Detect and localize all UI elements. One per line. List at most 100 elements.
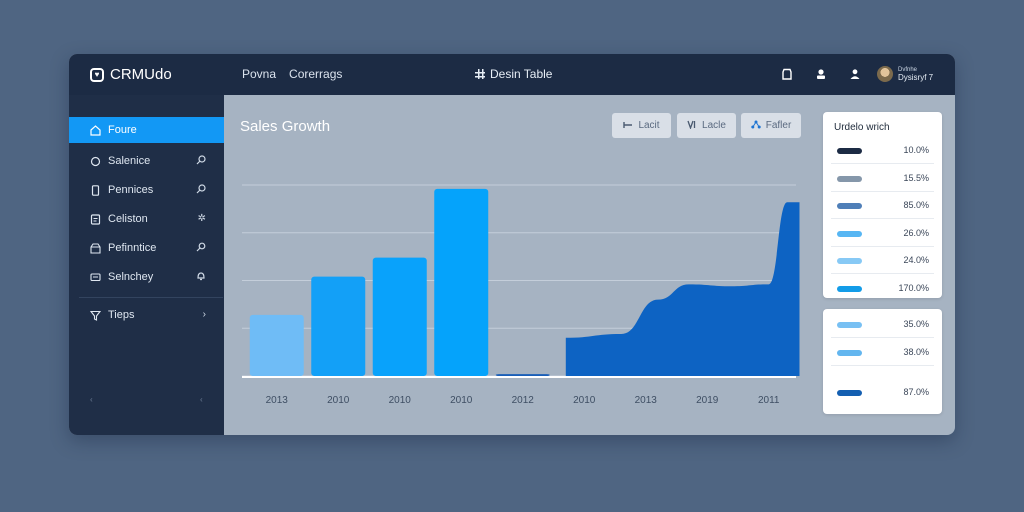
area-series xyxy=(565,202,800,376)
sidebar-item-label: Pefinntice xyxy=(108,242,157,254)
x-tick-label: 2013 xyxy=(635,395,658,406)
legend-value: 170.0% xyxy=(898,282,929,293)
legend-divider xyxy=(831,245,934,247)
legend-divider xyxy=(831,190,934,192)
legend-1-row[interactable]: 24.0% xyxy=(823,247,942,274)
legend-1-row[interactable]: 10.0% xyxy=(823,137,942,164)
legend-swatch xyxy=(837,285,862,292)
legend-value: 35.0% xyxy=(903,319,929,329)
main-content: 2013 2010 2010 2010 2012 2010 2013 2019 2011 Sal… xyxy=(224,95,955,435)
bar xyxy=(249,314,304,376)
phone-icon xyxy=(90,184,101,196)
pin-icon[interactable] xyxy=(196,242,206,255)
x-tick-label: 2010 xyxy=(327,395,350,406)
legend-2-row[interactable]: 38.0% xyxy=(823,339,942,366)
toolbar-button-lacit[interactable]: Lacit xyxy=(612,113,671,138)
sidebar-item-label: Salenice xyxy=(108,155,151,167)
legend-swatch xyxy=(837,148,862,154)
sidebar-item-label: Foure xyxy=(108,124,137,136)
legend-2-row[interactable]: 87.0% xyxy=(823,379,942,406)
sidebar-divider xyxy=(79,297,223,298)
bag-icon[interactable] xyxy=(780,67,794,81)
top-bar: ♥ CRMUdo Povna Corerrags Desin Table D xyxy=(69,54,955,95)
account-icon[interactable] xyxy=(814,67,828,81)
sidebar-item-pefinntice[interactable]: Pefinntice xyxy=(69,235,224,261)
home-icon xyxy=(90,124,101,136)
legend-value: 26.0% xyxy=(903,227,929,238)
legend-1-row[interactable]: 170.0% xyxy=(823,275,942,302)
sidebar-item-label: Selnchey xyxy=(108,271,154,283)
toolbar-button-fafler[interactable]: Fafler xyxy=(741,113,801,138)
grid-icon xyxy=(475,69,485,79)
sidebar: Foure Salenice Pennices Celiston xyxy=(69,95,224,435)
x-tick-label: 2012 xyxy=(512,395,535,406)
legend-1-row[interactable]: 85.0% xyxy=(823,192,942,219)
bar xyxy=(495,374,550,376)
brand[interactable]: ♥ CRMUdo xyxy=(90,66,172,83)
legend-1-row[interactable]: 26.0% xyxy=(823,220,942,247)
sidebar-item-salenice[interactable]: Salenice xyxy=(69,148,224,174)
toolbar-button-lacle[interactable]: Lacle xyxy=(677,113,736,138)
archive-icon xyxy=(90,242,101,254)
top-icons xyxy=(780,67,862,81)
top-nav: Povna Corerrags xyxy=(242,67,342,81)
legend-value: 87.0% xyxy=(903,387,929,397)
collapse-left-icon[interactable]: ‹ xyxy=(90,395,93,404)
avatar[interactable] xyxy=(877,66,893,82)
x-tick-label: 2019 xyxy=(696,395,719,406)
sales-growth-chart: 2013 2010 2010 2010 2012 2010 2013 2019 2011 xyxy=(242,184,800,406)
user-icon[interactable] xyxy=(848,67,862,81)
bar xyxy=(434,188,489,376)
app-window: ♥ CRMUdo Povna Corerrags Desin Table D xyxy=(69,54,955,435)
page-title: Desin Table xyxy=(475,67,552,81)
toolbar-label: Lacle xyxy=(702,120,726,131)
v-icon xyxy=(687,120,697,131)
page-title-text: Desin Table xyxy=(490,67,553,81)
legend-swatch xyxy=(837,350,862,356)
legend-value: 85.0% xyxy=(903,200,929,210)
x-tick-label: 2010 xyxy=(573,395,596,406)
share-icon xyxy=(751,120,761,131)
sidebar-item-foure[interactable]: Foure xyxy=(69,117,224,143)
bar xyxy=(372,257,427,376)
card-icon xyxy=(90,213,101,225)
chevron-right-icon[interactable]: › xyxy=(202,309,206,320)
filter-icon xyxy=(90,310,101,321)
brand-name: CRMUdo xyxy=(110,66,172,83)
toolbar-label: Fafler xyxy=(765,120,792,131)
sidebar-item-label: Celiston xyxy=(108,213,148,225)
legend-panel-1: Urdelo wrich 10.0% 15.5% 85.0% 26.0% 24.0% 17… xyxy=(823,112,942,298)
monitor-icon xyxy=(90,272,101,283)
user-line-2: Dysisryf 7 xyxy=(898,73,934,82)
search-icon[interactable] xyxy=(196,155,206,168)
legend-1-row[interactable]: 15.5% xyxy=(823,165,942,192)
circle-icon xyxy=(90,156,101,167)
legend-swatch xyxy=(837,175,862,182)
x-tick-label: 2010 xyxy=(450,395,473,406)
sidebar-item-tieps[interactable]: Tieps › xyxy=(69,302,224,328)
legend-swatch xyxy=(837,390,862,396)
collapse-right-icon[interactable]: ‹ xyxy=(200,395,203,404)
topnav-item-corerrags[interactable]: Corerrags xyxy=(289,67,343,81)
legend-swatch xyxy=(837,322,862,328)
user-line-1: Dvfnhe xyxy=(898,67,918,73)
sidebar-item-selnchey[interactable]: Selnchey xyxy=(69,264,224,290)
sidebar-item-pennices[interactable]: Pennices xyxy=(69,177,224,203)
legend-swatch xyxy=(837,258,862,264)
x-tick-label: 2013 xyxy=(266,395,289,406)
search-icon[interactable] xyxy=(196,184,206,197)
x-tick-label: 2010 xyxy=(389,395,412,406)
legend-panel-2: 35.0% 38.0% 87.0% xyxy=(823,309,942,414)
settings-icon[interactable]: ✲ xyxy=(197,213,206,224)
bell-icon[interactable] xyxy=(196,271,206,284)
x-tick-label: 2011 xyxy=(758,395,780,406)
user-profile[interactable]: Dvfnhe Dysisryf 7 xyxy=(877,66,933,82)
sidebar-item-label: Tieps xyxy=(108,309,135,321)
legend-value: 10.0% xyxy=(903,145,929,155)
legend-2-row[interactable]: 35.0% xyxy=(823,311,942,338)
sidebar-item-celiston[interactable]: Celiston ✲ xyxy=(69,206,224,232)
toolbar-label: Lacit xyxy=(638,120,660,131)
topnav-item-povna[interactable]: Povna xyxy=(242,67,277,81)
legend-value: 38.0% xyxy=(903,347,929,357)
sidebar-item-label: Pennices xyxy=(108,184,154,196)
